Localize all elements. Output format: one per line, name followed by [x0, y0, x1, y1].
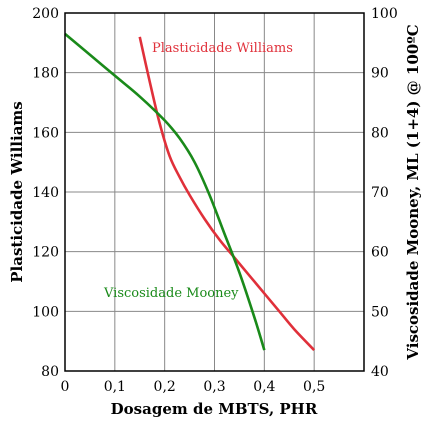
x-tick-label: 0,3	[203, 379, 225, 395]
series-lines	[64, 32, 316, 352]
y-left-axis-ticks: 80 100 120 140 160 180 200	[32, 6, 59, 380]
series-line-plasticidade	[138, 36, 316, 352]
y-right-axis-ticks: 40 50 60 70 80 90 100	[371, 6, 398, 380]
y-right-tick-label: 100	[371, 6, 398, 22]
y-right-tick-label: 40	[371, 364, 389, 380]
y-right-tick-label: 80	[371, 125, 389, 141]
x-tick-label: 0,5	[303, 379, 325, 395]
y-left-tick-label: 180	[32, 66, 59, 82]
y-left-tick-label: 100	[32, 304, 59, 320]
y-right-axis-title: Viscosidade Mooney, ML (1+4) @ 100ºC	[404, 24, 422, 360]
x-tick-label: 0	[61, 379, 70, 395]
y-left-tick-label: 200	[32, 6, 59, 22]
x-tick-label: 0,4	[253, 379, 275, 395]
y-left-tick-label: 80	[41, 364, 59, 380]
y-right-tick-label: 70	[371, 185, 389, 201]
x-axis-title: Dosagem de MBTS, PHR	[111, 400, 318, 418]
y-left-axis-title: Plasticidade Williams	[8, 101, 26, 282]
y-right-tick-label: 60	[371, 245, 389, 261]
y-left-tick-label: 120	[32, 245, 59, 261]
series-label-viscosidade: Viscosidade Mooney	[103, 286, 239, 301]
x-tick-label: 0,1	[104, 379, 126, 395]
x-tick-label: 0,2	[154, 379, 176, 395]
y-right-tick-label: 50	[371, 304, 389, 320]
x-axis-ticks: 0 0,1 0,2 0,3 0,4 0,5	[61, 379, 326, 395]
y-left-tick-label: 160	[32, 125, 59, 141]
plot-frame	[64, 12, 365, 372]
grid	[65, 13, 364, 371]
series-line-viscosidade	[64, 32, 266, 351]
series-label-plasticidade: Plasticidade Williams	[152, 41, 293, 56]
y-left-tick-label: 140	[32, 185, 59, 201]
y-right-tick-label: 90	[371, 66, 389, 82]
